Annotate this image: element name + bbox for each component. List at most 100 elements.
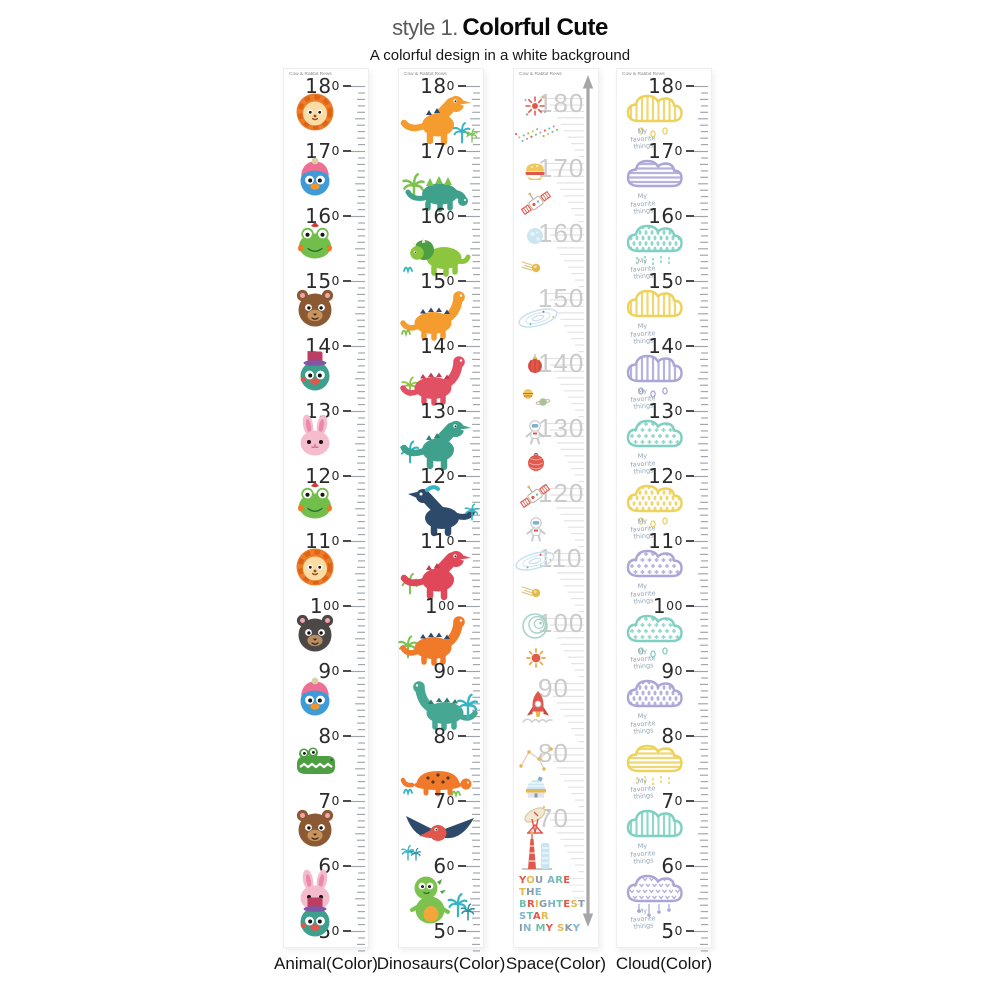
- comet-icon: [521, 586, 541, 598]
- longneck-teal-icon: [400, 676, 479, 732]
- page-subtitle: A colorful design in a white background: [369, 47, 631, 64]
- space-icon-group: [515, 93, 560, 155]
- ruler-ticks: [466, 150, 481, 216]
- ruler-ticks: [542, 422, 584, 488]
- height-mark-170: 170: [538, 153, 585, 183]
- confetti-trail-icon: [515, 125, 559, 142]
- strip-label-space: Space(Color): [505, 954, 607, 973]
- number-dash: [686, 280, 694, 282]
- number-dash: [458, 215, 466, 217]
- number-dash: [343, 800, 351, 802]
- brand-logo-text: Cow & Rabbit Rews: [404, 72, 447, 77]
- number-dash: [686, 735, 694, 737]
- ruler-ticks: [694, 410, 709, 476]
- trex-red-icon: [400, 546, 478, 602]
- ruler-ticks: [542, 97, 584, 163]
- ruler-ticks: [694, 280, 709, 346]
- lantern-planet-icon: [528, 354, 542, 373]
- ruler-ticks: [542, 877, 584, 911]
- cloud-caption: My favorite things: [630, 646, 656, 671]
- planet-burger-icon: [525, 163, 545, 180]
- ruler-ticks: [694, 540, 709, 606]
- rabbit-icon: [292, 414, 338, 460]
- number-dash: [343, 280, 351, 282]
- satellite-icon: [520, 190, 552, 216]
- bear-brown-icon: [292, 284, 338, 330]
- number-dash: [458, 150, 466, 152]
- cloud-icon: [623, 282, 687, 334]
- bird-blue-beanie-icon: [292, 674, 338, 720]
- ruler-arrow: [581, 75, 595, 927]
- ruler-ticks: [542, 552, 584, 618]
- ruler-ticks: [694, 670, 709, 736]
- ruler-ticks: [351, 670, 366, 736]
- space-icon-group: [516, 158, 560, 220]
- asteroid-icon: [527, 228, 543, 244]
- cloud-icon: [623, 867, 687, 919]
- brand-logo-text: Cow & Rabbit Rews: [289, 72, 332, 77]
- ruler-ticks: [694, 345, 709, 411]
- lion-icon: [292, 89, 338, 135]
- ruler-ticks: [351, 475, 366, 541]
- quote-text: YOU ARE THE BRIGHTEST STAR IN MY SKY: [519, 875, 586, 934]
- chart-column-cloud: Cow & Rabbit Rews 1 8 0 My favorite things 1 7 0 M…: [616, 68, 712, 973]
- cloud-caption: My favorite things: [630, 776, 656, 801]
- number-dash: [686, 540, 694, 542]
- number-dash: [686, 605, 694, 607]
- ruler-ticks: [466, 930, 481, 956]
- number-dash: [686, 150, 694, 152]
- ruler-ticks: [542, 812, 584, 878]
- title-text: Colorful Cute: [462, 14, 608, 41]
- space-icon-group: [516, 353, 560, 415]
- bird-blue-beanie-icon: [292, 154, 338, 200]
- frog-icon: [292, 479, 338, 525]
- ruler-ticks: [351, 735, 366, 801]
- ruler-ticks: [466, 865, 481, 931]
- number-dash: [458, 410, 466, 412]
- trex-orange-icon: [400, 91, 478, 147]
- ruler-ticks: [542, 292, 584, 358]
- ruler-ticks: [694, 865, 709, 931]
- space-icon-group: [515, 548, 560, 610]
- number-dash: [458, 345, 466, 347]
- space-icon-group: [516, 678, 560, 740]
- frog-icon: [292, 219, 338, 265]
- number-dash: [686, 475, 694, 477]
- number-dash: [686, 215, 694, 217]
- bear-black-icon: [292, 609, 338, 655]
- ruler-ticks: [351, 410, 366, 476]
- ruler-ticks: [466, 410, 481, 476]
- ankylo-orange-icon: [400, 741, 478, 799]
- cloud-caption: My favorite things: [630, 841, 656, 866]
- cloud-icon: [623, 412, 687, 464]
- height-mark-160: 160: [538, 218, 585, 248]
- number-dash: [686, 865, 694, 867]
- ruler-ticks: [466, 345, 481, 411]
- ruler-ticks: [694, 150, 709, 216]
- bird-teal-tophat-icon: [292, 895, 338, 941]
- cloud-icon: [623, 607, 687, 659]
- ruler-ticks: [542, 487, 584, 553]
- ruler-ticks: [351, 605, 366, 671]
- number-dash: [343, 670, 351, 672]
- number-dash: [343, 85, 351, 87]
- ruler-ticks: [351, 215, 366, 281]
